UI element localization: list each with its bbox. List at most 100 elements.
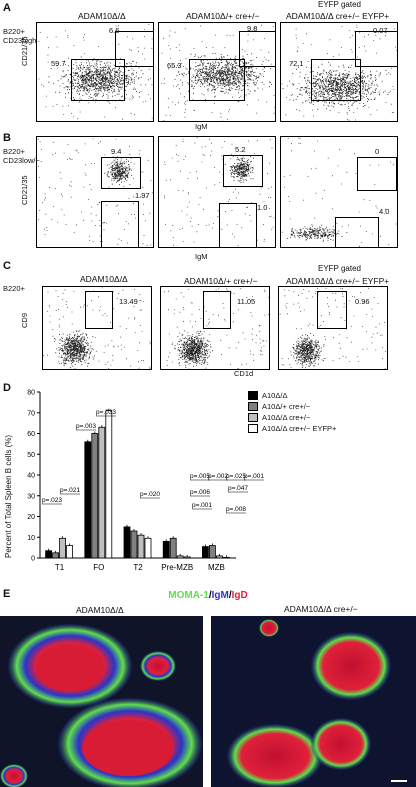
gate-upper bbox=[101, 157, 141, 189]
bar-MZB-2 bbox=[215, 555, 223, 559]
panel-a-letter: A bbox=[3, 2, 11, 14]
panel-a-gate-b220: B220+ bbox=[3, 27, 25, 36]
x-tick-label-T1: T1 bbox=[55, 563, 65, 572]
scatter-dots bbox=[163, 288, 270, 370]
stain-moma1: MOMA-1 bbox=[168, 590, 209, 601]
bar-T2-1 bbox=[130, 530, 138, 559]
micrograph-right bbox=[211, 616, 416, 787]
bar-T1-3 bbox=[66, 545, 73, 559]
significance-label-0: p=.023 bbox=[42, 497, 62, 504]
scatter-dots bbox=[164, 137, 275, 247]
y-tick-label-10: 10 bbox=[27, 535, 35, 542]
bar-MZB-0 bbox=[201, 546, 209, 559]
bar-Pre-MZB-0 bbox=[162, 540, 170, 559]
gate-lower bbox=[335, 217, 379, 248]
panel-e-letter: E bbox=[3, 588, 11, 600]
gate-upper-value: 0.07 bbox=[373, 26, 388, 35]
y-tick-label-0: 0 bbox=[31, 556, 35, 563]
gate-lower-value: 72.1 bbox=[289, 59, 304, 68]
gate-lower-value: 1.97 bbox=[135, 191, 150, 200]
legend-label-4: A10Δ/Δ cre+/− EYFP+ bbox=[262, 424, 337, 433]
panel-c-plot-3: 0.96 bbox=[278, 286, 388, 370]
panel-a-plot-2-scatter bbox=[161, 24, 276, 122]
x-tick-label-Pre-MZB: Pre-MZB bbox=[161, 563, 193, 572]
gate-upper bbox=[355, 31, 398, 67]
gate-lower-value: 4.0 bbox=[379, 207, 390, 216]
panel-b-plot-3: 0 4.0 bbox=[280, 136, 398, 248]
panel-b-plot-2-scatter bbox=[164, 137, 275, 247]
significance-label-6: p=.002 bbox=[208, 473, 228, 480]
legend-swatch-4 bbox=[248, 424, 258, 433]
panel-b-gate-cd23: CD23low/− bbox=[3, 156, 40, 165]
significance-label-4: p=.020 bbox=[140, 491, 160, 498]
x-tick-label-T2: T2 bbox=[133, 563, 143, 572]
panel-e-right-title: ADAM10Δ/Δ cre+/− bbox=[284, 604, 358, 614]
significance-label-9: p=.025 bbox=[226, 473, 246, 480]
micrograph-left-image bbox=[0, 616, 203, 787]
legend-swatch-3 bbox=[248, 413, 258, 422]
gate bbox=[85, 291, 113, 329]
scale-bar bbox=[391, 780, 407, 782]
significance-label-3: p=.033 bbox=[96, 409, 116, 416]
panel-c-gate-label: EYFP gated bbox=[318, 264, 361, 273]
bar-FO-3 bbox=[105, 410, 113, 559]
panel-e-left-title: ADAM10Δ/Δ bbox=[76, 605, 124, 615]
stain-igm: IgM bbox=[211, 590, 229, 601]
y-tick-label-20: 20 bbox=[27, 514, 35, 521]
significance-label-8: p=.001 bbox=[192, 502, 212, 509]
significance-label-5: p=.005 bbox=[190, 473, 210, 480]
panel-a-plot-3-scatter bbox=[281, 24, 398, 121]
gate-upper-value: 9.4 bbox=[111, 147, 122, 156]
stain-sep-2: / bbox=[228, 590, 232, 601]
gate-lower bbox=[219, 203, 257, 248]
bar-Pre-MZB-3 bbox=[183, 556, 191, 559]
panel-c-title-1: ADAM10Δ/Δ bbox=[80, 274, 128, 284]
gate-upper-value: 0 bbox=[375, 147, 380, 156]
panel-d-bar-chart: 0 10 20 30 40 50 60 70 80 T1 FO T2 Pre-MZB MZB p=.023 p… bbox=[27, 390, 264, 573]
chart-legend: A10Δ/Δ A10Δ/+ cre+/− A10Δ/Δ cre+/− A10Δ/… bbox=[248, 390, 336, 434]
scatter-dots bbox=[37, 138, 153, 248]
gate-upper-value: 5.2 bbox=[235, 145, 246, 154]
panel-a-plot-1: 6.6 59.7 bbox=[36, 22, 154, 122]
legend-swatch-2 bbox=[248, 402, 258, 411]
scatter-dots bbox=[281, 24, 398, 121]
bar-MZB-3 bbox=[222, 556, 230, 559]
stain-sep-1: / bbox=[208, 590, 212, 601]
gate-lower bbox=[71, 59, 125, 101]
bar-MZB-1 bbox=[208, 545, 216, 559]
legend-label-2: A10Δ/+ cre+/− bbox=[262, 402, 311, 411]
legend-item-1: A10Δ/Δ bbox=[248, 390, 336, 401]
bar-FO-0 bbox=[84, 441, 92, 559]
gate-upper bbox=[115, 31, 154, 67]
legend-label-3: A10Δ/Δ cre+/− bbox=[262, 413, 311, 422]
panel-c-letter: C bbox=[3, 260, 11, 272]
y-tick-label-80: 80 bbox=[27, 390, 35, 397]
stain-igd: IgD bbox=[231, 590, 248, 601]
bar-T1-1 bbox=[52, 552, 59, 559]
panel-b-plot-2: 5.2 1.0 bbox=[158, 136, 276, 248]
panel-c-xaxis-label: CD1d bbox=[234, 369, 254, 378]
legend-swatch-1 bbox=[248, 391, 258, 400]
scatter-dots bbox=[161, 24, 276, 122]
stain-legend: MOMA-1/IgM/IgD bbox=[0, 590, 416, 601]
bar-T2-0 bbox=[123, 526, 131, 559]
panel-c-plot-1-scatter bbox=[43, 287, 152, 370]
panel-c-yaxis-label: CD9 bbox=[20, 312, 29, 328]
panel-c-gate-b220: B220+ bbox=[3, 284, 25, 293]
y-tick-label-30: 30 bbox=[27, 493, 35, 500]
y-tick-label-70: 70 bbox=[27, 410, 35, 417]
panel-a-yaxis-label: CD21/35 bbox=[20, 36, 29, 66]
panel-b-xaxis-label: IgM bbox=[195, 252, 208, 261]
panel-c-plot-3-scatter bbox=[279, 287, 386, 370]
panel-b-plot-1-scatter bbox=[37, 138, 153, 248]
panel-a-xaxis-label: IgM bbox=[195, 122, 208, 131]
legend-label-1: A10Δ/Δ bbox=[262, 391, 288, 400]
panel-d-letter: D bbox=[3, 382, 11, 394]
legend-item-4: A10Δ/Δ cre+/− EYFP+ bbox=[248, 423, 336, 434]
panel-a-title-3: ADAM10Δ/Δ cre+/− EYFP+ bbox=[286, 11, 390, 21]
scatter-dots bbox=[43, 287, 152, 370]
gate-value: 11.05 bbox=[237, 297, 256, 306]
significance-label-11: p=.047 bbox=[228, 485, 248, 492]
gate-lower bbox=[311, 59, 361, 101]
panel-a-gate-cd23: CD23high bbox=[3, 36, 37, 45]
